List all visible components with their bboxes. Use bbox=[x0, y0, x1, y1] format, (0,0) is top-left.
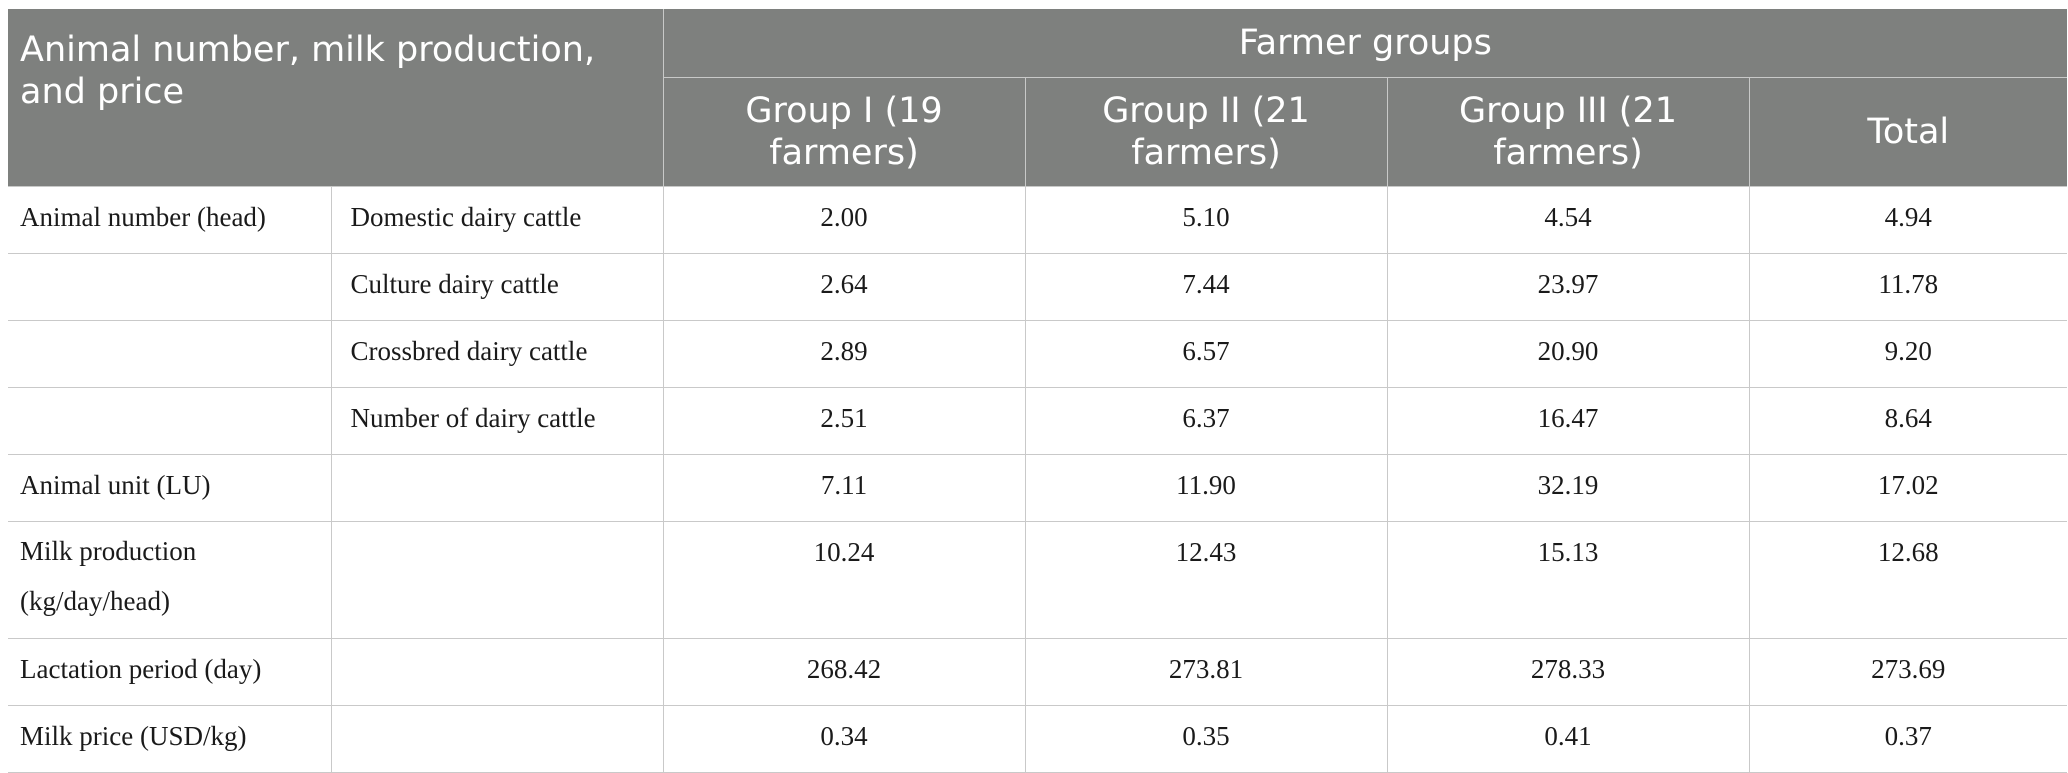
cell-total: 273.69 bbox=[1748, 638, 2068, 706]
cell-group-3: 23.97 bbox=[1386, 253, 1750, 321]
table-row: Animal number (head) Domestic dairy catt… bbox=[8, 186, 2068, 254]
cell-total: 4.94 bbox=[1748, 186, 2068, 254]
table-body: Animal number (head) Domestic dairy catt… bbox=[8, 186, 2068, 773]
cell-total: 8.64 bbox=[1748, 387, 2068, 455]
row-sublabel: Culture dairy cattle bbox=[330, 253, 664, 321]
row-label bbox=[8, 387, 332, 455]
farmer-groups-table: Animal number, milk production, and pric… bbox=[8, 9, 2068, 773]
table-row: Lactation period (day) 268.42 273.81 278… bbox=[8, 638, 2068, 706]
cell-group-3: 20.90 bbox=[1386, 320, 1750, 388]
cell-total: 17.02 bbox=[1748, 454, 2068, 522]
cell-group-3: 15.13 bbox=[1386, 521, 1750, 639]
cell-group-3: 32.19 bbox=[1386, 454, 1750, 522]
column-header-group-3: Group III (21 farmers) bbox=[1387, 77, 1750, 187]
data-table-container: Animal number, milk production, and pric… bbox=[8, 9, 2068, 773]
table-row: Number of dairy cattle 2.51 6.37 16.47 8… bbox=[8, 387, 2068, 455]
row-label bbox=[8, 320, 332, 388]
column-header-total: Total bbox=[1749, 77, 2068, 187]
row-label: Animal unit (LU) bbox=[8, 454, 332, 522]
table-header: Animal number, milk production, and pric… bbox=[8, 9, 2068, 187]
cell-group-3: 16.47 bbox=[1386, 387, 1750, 455]
table-row: Animal unit (LU) 7.11 11.90 32.19 17.02 bbox=[8, 454, 2068, 522]
row-sublabel bbox=[330, 521, 664, 639]
header-row-columns: Group I (19 farmers) Group II (21 farmer… bbox=[8, 77, 2068, 187]
cell-group-3: 0.41 bbox=[1386, 705, 1750, 773]
cell-group-1: 2.51 bbox=[662, 387, 1026, 455]
row-label: Animal number (head) bbox=[8, 186, 332, 254]
table-row: Culture dairy cattle 2.64 7.44 23.97 11.… bbox=[8, 253, 2068, 321]
row-label bbox=[8, 253, 332, 321]
cell-total: 9.20 bbox=[1748, 320, 2068, 388]
row-sublabel: Domestic dairy cattle bbox=[330, 186, 664, 254]
farmer-groups-header: Farmer groups bbox=[663, 9, 2068, 78]
cell-group-2: 7.44 bbox=[1024, 253, 1388, 321]
cell-group-1: 7.11 bbox=[662, 454, 1026, 522]
row-sublabel bbox=[330, 454, 664, 522]
cell-group-1: 2.64 bbox=[662, 253, 1026, 321]
header-row-top: Animal number, milk production, and pric… bbox=[8, 9, 2068, 187]
cell-total: 11.78 bbox=[1748, 253, 2068, 321]
row-label: Lactation period (day) bbox=[8, 638, 332, 706]
cell-group-2: 6.57 bbox=[1024, 320, 1388, 388]
table-row: Milk production (kg/day/head) 10.24 12.4… bbox=[8, 521, 2068, 639]
row-sublabel bbox=[330, 705, 664, 773]
cell-total: 0.37 bbox=[1748, 705, 2068, 773]
column-header-group-1: Group I (19 farmers) bbox=[663, 77, 1026, 187]
cell-group-2: 12.43 bbox=[1024, 521, 1388, 639]
row-sublabel bbox=[330, 638, 664, 706]
cell-group-2: 11.90 bbox=[1024, 454, 1388, 522]
cell-group-2: 6.37 bbox=[1024, 387, 1388, 455]
cell-group-1: 2.00 bbox=[662, 186, 1026, 254]
cell-group-1: 0.34 bbox=[662, 705, 1026, 773]
cell-group-2: 5.10 bbox=[1024, 186, 1388, 254]
column-header-group-2: Group II (21 farmers) bbox=[1025, 77, 1388, 187]
cell-group-1: 2.89 bbox=[662, 320, 1026, 388]
cell-group-3: 4.54 bbox=[1386, 186, 1750, 254]
table-row: Milk price (USD/kg) 0.34 0.35 0.41 0.37 bbox=[8, 705, 2068, 773]
row-sublabel: Number of dairy cattle bbox=[330, 387, 664, 455]
table-row: Crossbred dairy cattle 2.89 6.57 20.90 9… bbox=[8, 320, 2068, 388]
row-sublabel: Crossbred dairy cattle bbox=[330, 320, 664, 388]
row-label: Milk production (kg/day/head) bbox=[8, 521, 332, 639]
row-label: Milk price (USD/kg) bbox=[8, 705, 332, 773]
cell-group-1: 10.24 bbox=[662, 521, 1026, 639]
cell-group-2: 0.35 bbox=[1024, 705, 1388, 773]
cell-group-1: 268.42 bbox=[662, 638, 1026, 706]
corner-header: Animal number, milk production, and pric… bbox=[8, 9, 664, 187]
cell-total: 12.68 bbox=[1748, 521, 2068, 639]
cell-group-3: 278.33 bbox=[1386, 638, 1750, 706]
cell-group-2: 273.81 bbox=[1024, 638, 1388, 706]
